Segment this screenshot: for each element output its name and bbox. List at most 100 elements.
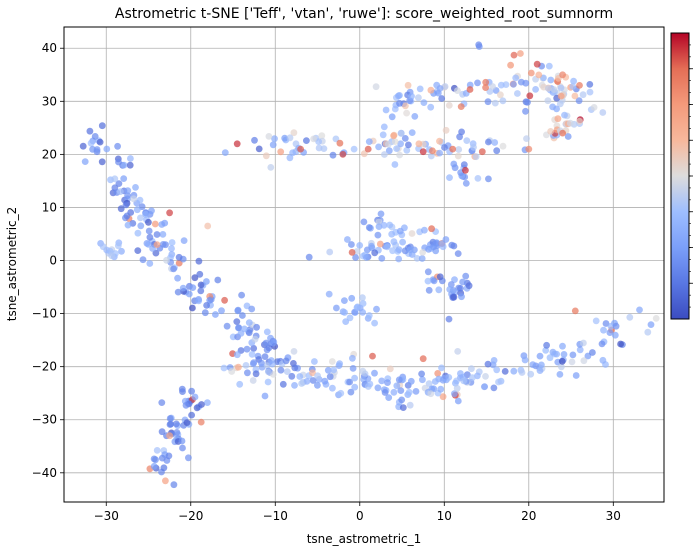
scatter-point	[188, 387, 196, 395]
scatter-point	[522, 79, 530, 87]
scatter-point	[290, 129, 298, 137]
scatter-point	[468, 365, 475, 373]
y-tick-label: −20	[32, 360, 57, 374]
scatter-point	[158, 399, 166, 406]
scatter-point	[424, 268, 432, 276]
scatter-point	[454, 348, 462, 355]
scatter-point	[546, 354, 554, 362]
scatter-point	[517, 50, 524, 57]
scatter-point	[349, 354, 356, 362]
scatter-point	[389, 247, 396, 255]
scatter-point	[497, 91, 504, 99]
scatter-point	[607, 322, 615, 330]
scatter-point	[235, 324, 243, 331]
scatter-point	[647, 321, 655, 328]
scatter-point	[359, 300, 367, 307]
scatter-point	[390, 238, 398, 246]
scatter-point	[379, 131, 387, 139]
scatter-point	[193, 404, 201, 412]
scatter-point	[418, 370, 425, 378]
scatter-point	[282, 357, 290, 365]
scatter-point	[145, 218, 152, 226]
scatter-point	[290, 348, 298, 355]
scatter-point	[180, 237, 188, 245]
scatter-point	[463, 137, 471, 145]
scatter-point	[452, 379, 459, 387]
scatter-point	[228, 368, 236, 375]
scatter-point	[329, 151, 337, 159]
scatter-point	[407, 377, 415, 385]
scatter-point	[185, 454, 192, 462]
scatter-point	[348, 241, 355, 248]
scatter-point	[466, 86, 474, 93]
scatter-point	[575, 97, 583, 105]
scatter-point	[442, 236, 450, 243]
scatter-point	[350, 145, 358, 153]
scatter-point	[136, 196, 144, 204]
scatter-point	[569, 83, 577, 90]
scatter-point	[359, 309, 367, 316]
scatter-point	[191, 274, 199, 282]
x-tick-label: 10	[437, 509, 452, 523]
scatter-point	[406, 246, 414, 254]
scatter-point	[406, 401, 414, 409]
scatter-point	[425, 286, 433, 294]
scatter-point	[564, 133, 572, 140]
x-tick-label: −20	[178, 509, 203, 523]
scatter-point	[120, 175, 128, 183]
scatter-point	[385, 147, 393, 155]
y-tick-label: 10	[42, 200, 57, 214]
scatter-point	[396, 99, 403, 107]
scatter-point	[291, 382, 298, 389]
scatter-point	[388, 230, 396, 238]
scatter-point	[265, 368, 272, 376]
scatter-point	[348, 294, 356, 302]
scatter-point	[197, 418, 205, 426]
scatter-point	[332, 135, 340, 143]
scatter-point	[212, 311, 219, 318]
scatter-point	[462, 272, 470, 280]
scatter-point	[462, 180, 470, 187]
scatter-point	[378, 377, 386, 385]
scatter-point	[454, 250, 462, 257]
scatter-point	[297, 145, 304, 153]
scatter-point	[501, 368, 509, 375]
scatter-point	[262, 152, 270, 160]
scatter-point	[288, 372, 296, 380]
scatter-point	[196, 270, 204, 278]
x-tick-label: 30	[606, 509, 621, 523]
x-tick-label: −10	[263, 509, 288, 523]
scatter-point	[490, 384, 498, 392]
scatter-point	[454, 397, 462, 405]
scatter-point	[329, 384, 336, 392]
scatter-point	[436, 273, 444, 281]
scatter-point	[397, 140, 404, 148]
scatter-point	[115, 180, 123, 188]
scatter-point	[346, 378, 353, 386]
scatter-point	[233, 140, 241, 148]
scatter-point	[465, 282, 473, 290]
scatter-point	[558, 357, 566, 365]
scatter-point	[485, 138, 492, 146]
scatter-point	[460, 377, 468, 385]
scatter-point	[416, 85, 424, 93]
scatter-point	[117, 205, 125, 213]
scatter-point	[446, 286, 454, 293]
scatter-point	[521, 356, 529, 364]
scatter-point	[399, 404, 407, 411]
scatter-point	[234, 306, 242, 314]
scatter-point	[233, 351, 241, 359]
scatter-point	[611, 331, 619, 339]
scatter-point	[454, 152, 462, 160]
scatter-point	[96, 138, 104, 146]
scatter-point	[337, 389, 345, 397]
scatter-point	[572, 372, 580, 379]
scatter-point	[514, 90, 521, 97]
scatter-point	[636, 306, 643, 314]
scatter-point	[318, 132, 326, 140]
scatter-point	[321, 377, 329, 385]
scatter-point	[163, 256, 170, 264]
scatter-point	[458, 293, 465, 301]
scatter-point	[550, 86, 558, 93]
scatter-point	[425, 245, 432, 253]
